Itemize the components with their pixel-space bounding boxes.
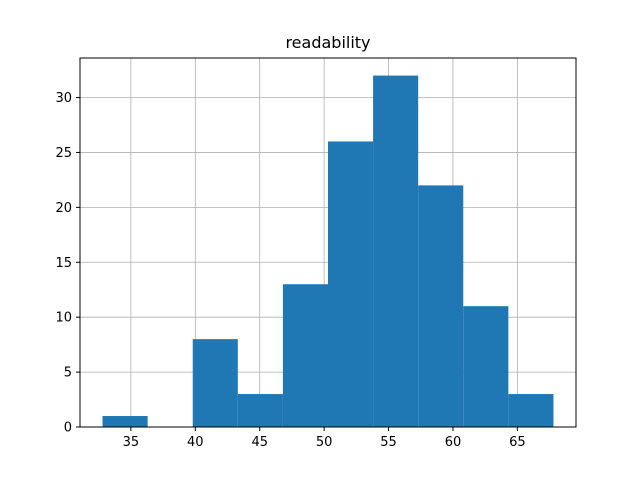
x-tick-label-45: 45 xyxy=(251,435,268,450)
chart-title: readability xyxy=(285,33,370,52)
histogram-bar-3 xyxy=(237,394,283,427)
y-tick-label-0: 0 xyxy=(64,421,72,436)
y-tick-label-10: 10 xyxy=(55,311,72,326)
y-tick-label-30: 30 xyxy=(55,91,72,106)
plot-frame xyxy=(79,57,577,428)
x-tick-label-55: 55 xyxy=(380,435,397,450)
y-tick-label-15: 15 xyxy=(55,256,72,271)
histogram-bar-4 xyxy=(282,284,328,427)
histogram-bars xyxy=(102,75,554,428)
y-axis-ticks: 0 5 10 15 20 25 30 xyxy=(55,91,80,436)
histogram-bar-0 xyxy=(102,416,148,427)
x-tick-label-60: 60 xyxy=(445,435,462,450)
x-tick-label-50: 50 xyxy=(316,435,333,450)
histogram-bar-5 xyxy=(328,141,374,427)
histogram-bar-7 xyxy=(418,185,464,427)
y-tick-label-20: 20 xyxy=(55,201,72,216)
y-tick-label-5: 5 xyxy=(64,366,72,381)
histogram-bar-6 xyxy=(373,75,419,428)
x-tick-label-65: 65 xyxy=(509,435,526,450)
histogram-bar-9 xyxy=(508,394,554,427)
x-axis-ticks: 35 40 45 50 55 60 65 xyxy=(123,427,526,450)
y-tick-label-25: 25 xyxy=(55,146,72,161)
x-tick-label-40: 40 xyxy=(187,435,204,450)
histogram-bar-8 xyxy=(463,306,509,427)
x-tick-label-35: 35 xyxy=(123,435,140,450)
histogram-bar-2 xyxy=(192,339,238,427)
